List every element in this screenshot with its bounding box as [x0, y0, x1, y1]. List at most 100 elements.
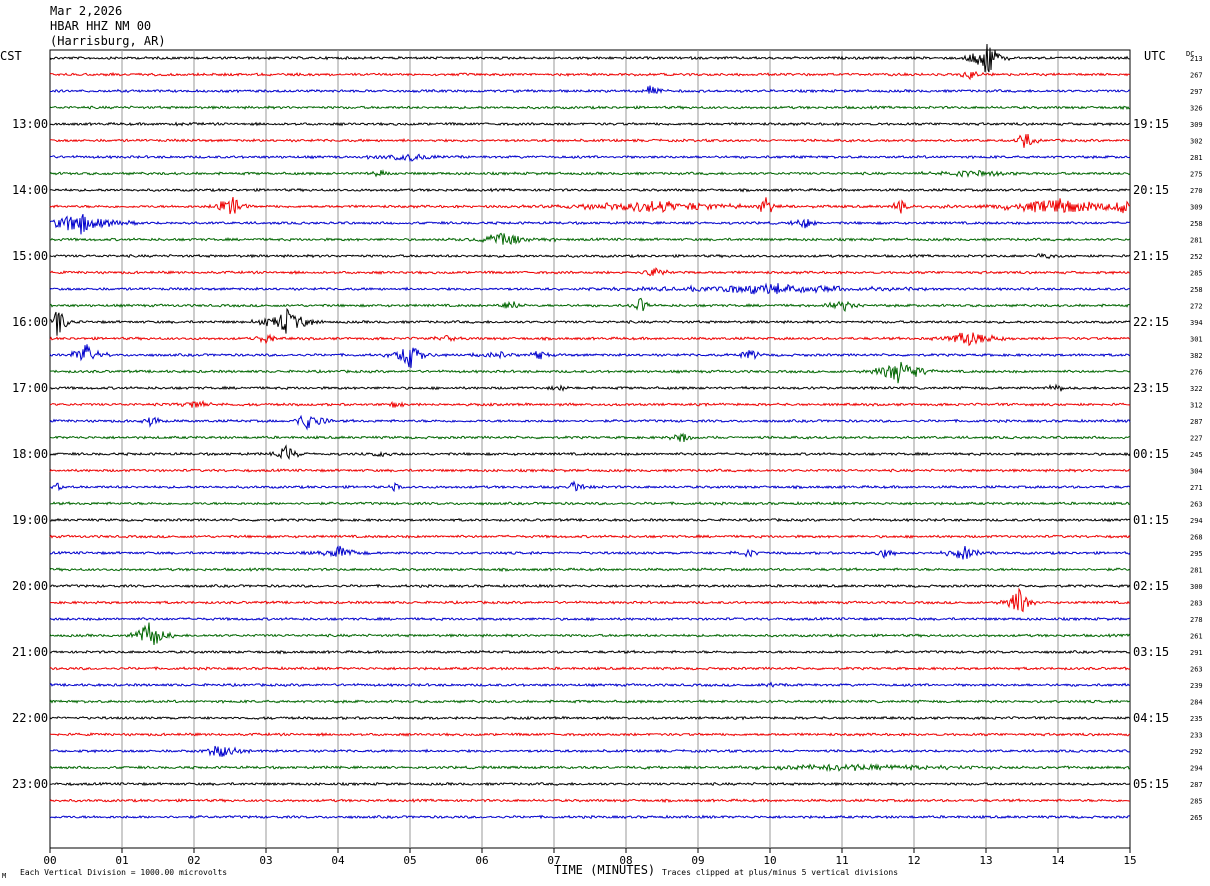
seismic-trace-line	[49, 480, 1131, 493]
dc-offset-value: 291	[1190, 649, 1203, 657]
seismic-trace-line	[49, 414, 1131, 431]
seismic-trace-line	[49, 134, 1131, 148]
seismic-trace-line	[49, 763, 1131, 772]
seismic-trace-line	[49, 252, 1131, 260]
dc-offset-value: 297	[1190, 88, 1203, 96]
dc-offset-value: 322	[1190, 385, 1203, 393]
x-axis-ticks: 00 01 02 03 04 05 06 07 08 09 10 11 12 13 14 15	[43, 848, 1137, 867]
seismic-trace-line	[49, 517, 1131, 523]
dc-offset-value: 304	[1190, 468, 1203, 476]
x-tick-label: 15	[1123, 854, 1136, 867]
seismic-trace-line	[49, 383, 1131, 392]
seismic-trace-line	[49, 187, 1131, 193]
seismic-trace-line	[49, 282, 1131, 295]
x-tick-label: 01	[115, 854, 128, 867]
left-hour-label: 14:00	[12, 183, 48, 197]
right-hour-label: 23:15	[1133, 381, 1169, 395]
corner-mark-icon: M	[2, 872, 6, 880]
left-hour-label: 23:00	[12, 777, 48, 791]
x-tick-label: 14	[1051, 854, 1065, 867]
seismic-trace-line	[49, 649, 1131, 655]
dc-offset-value: 261	[1190, 633, 1203, 641]
plot-date: Mar 2,2026	[50, 4, 122, 18]
right-hour-label: 00:15	[1133, 447, 1169, 461]
right-hour-label: 02:15	[1133, 579, 1169, 593]
dc-offset-value: 263	[1190, 501, 1203, 509]
left-hour-labels: 13:00 14:00 15:00 16:00 17:00 18:00 19:00 20:00…	[12, 117, 48, 791]
x-tick-label: 10	[763, 854, 776, 867]
x-tick-label: 11	[835, 854, 848, 867]
x-tick-label: 07	[547, 854, 560, 867]
seismic-trace-line	[49, 798, 1131, 804]
dc-offset-value: 326	[1190, 105, 1203, 113]
dc-offset-value: 252	[1190, 253, 1203, 261]
right-timezone: UTC	[1144, 49, 1166, 63]
seismic-traces	[49, 43, 1131, 820]
seismic-trace-line	[49, 699, 1131, 704]
plot-frame	[49, 49, 1131, 849]
dc-offset-value: 270	[1190, 187, 1203, 195]
dc-offset-value: 309	[1190, 204, 1203, 212]
dc-offset-value: 258	[1190, 286, 1203, 294]
dc-offset-value: 285	[1190, 798, 1203, 806]
right-hour-label: 20:15	[1133, 183, 1169, 197]
seismic-trace-line	[49, 444, 1131, 461]
station-location: (Harrisburg, AR)	[50, 34, 166, 48]
minute-gridlines	[121, 50, 1059, 848]
dc-offset-values: 213 267 297 326 309 302 281 275 270 309 258 281 252 2…	[1190, 55, 1203, 822]
right-hour-labels: 19:15 20:15 21:15 22:15 23:15 00:15 01:15 02:15…	[1133, 117, 1169, 791]
seismic-trace-line	[49, 399, 1131, 408]
seismic-trace-line	[49, 622, 1131, 645]
seismic-trace-line	[49, 214, 1131, 235]
seismic-trace-line	[49, 501, 1131, 506]
left-hour-label: 15:00	[12, 249, 48, 263]
dc-offset-value: 268	[1190, 534, 1203, 542]
seismic-trace-line	[50, 781, 1131, 787]
left-hour-label: 17:00	[12, 381, 48, 395]
left-timezone: CST	[0, 49, 22, 63]
dc-offset-value: 284	[1190, 699, 1203, 707]
left-hour-label: 13:00	[12, 117, 48, 131]
right-hour-label: 19:15	[1133, 117, 1169, 131]
x-tick-label: 00	[43, 854, 56, 867]
seismic-trace-line	[49, 344, 1131, 368]
seismic-trace-line	[49, 616, 1131, 622]
left-hour-label: 20:00	[12, 579, 48, 593]
dc-offset-value: 233	[1190, 732, 1203, 740]
x-tick-label: 13	[979, 854, 992, 867]
seismic-trace-line	[49, 332, 1131, 347]
seismic-trace-line	[49, 715, 1131, 721]
dc-offset-value: 281	[1190, 237, 1203, 245]
dc-offset-value: 276	[1190, 369, 1203, 377]
dc-offset-value: 265	[1190, 814, 1203, 822]
seismic-trace-line	[49, 153, 1131, 162]
dc-offset-value: 213	[1190, 55, 1203, 63]
dc-offset-value: 281	[1190, 154, 1203, 162]
seismic-trace-line	[49, 567, 1131, 573]
dc-offset-value: 295	[1190, 550, 1203, 558]
dc-offset-value: 382	[1190, 352, 1203, 360]
dc-offset-header: DC	[1186, 50, 1194, 58]
dc-offset-value: 287	[1190, 781, 1203, 789]
x-tick-label: 08	[619, 854, 632, 867]
dc-offset-value: 285	[1190, 270, 1203, 278]
dc-offset-value: 309	[1190, 121, 1203, 129]
dc-offset-value: 239	[1190, 682, 1203, 690]
seismic-trace-line	[49, 745, 1131, 757]
seismic-trace-line	[49, 732, 1131, 737]
dc-offset-value: 278	[1190, 616, 1203, 624]
right-hour-label: 03:15	[1133, 645, 1169, 659]
seismic-trace-line	[49, 197, 1131, 215]
dc-offset-value: 275	[1190, 171, 1203, 179]
dc-offset-value: 267	[1190, 72, 1203, 80]
dc-offset-value: 292	[1190, 748, 1203, 756]
dc-offset-value: 294	[1190, 765, 1203, 773]
seismic-trace-line	[49, 361, 1131, 384]
seismic-trace-line	[49, 105, 1131, 111]
x-tick-label: 04	[331, 854, 345, 867]
dc-offset-value: 394	[1190, 319, 1203, 327]
dc-offset-value: 283	[1190, 600, 1203, 608]
x-tick-label: 02	[187, 854, 200, 867]
right-hour-label: 01:15	[1133, 513, 1169, 527]
